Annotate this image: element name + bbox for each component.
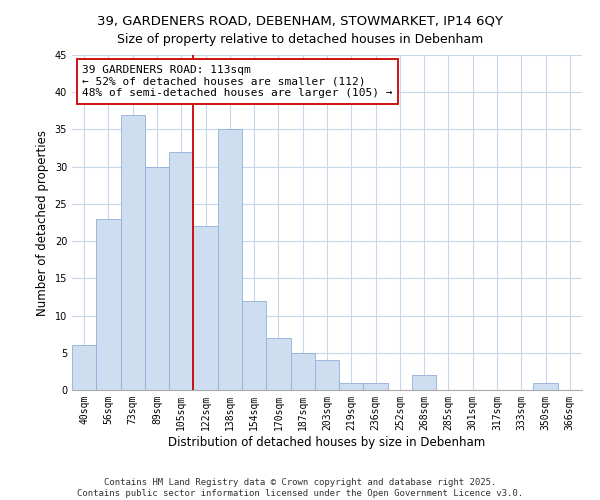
Bar — [218, 130, 242, 390]
Bar — [121, 114, 145, 390]
Text: Size of property relative to detached houses in Debenham: Size of property relative to detached ho… — [117, 32, 483, 46]
Bar — [169, 152, 193, 390]
Text: 39 GARDENERS ROAD: 113sqm
← 52% of detached houses are smaller (112)
48% of semi: 39 GARDENERS ROAD: 113sqm ← 52% of detac… — [82, 65, 392, 98]
Bar — [533, 382, 558, 390]
Bar — [242, 300, 266, 390]
Bar — [96, 219, 121, 390]
Bar — [339, 382, 364, 390]
Bar — [364, 382, 388, 390]
Bar — [266, 338, 290, 390]
Text: 39, GARDENERS ROAD, DEBENHAM, STOWMARKET, IP14 6QY: 39, GARDENERS ROAD, DEBENHAM, STOWMARKET… — [97, 15, 503, 28]
Bar — [315, 360, 339, 390]
Bar — [290, 353, 315, 390]
Bar — [145, 166, 169, 390]
Bar — [72, 346, 96, 390]
Text: Contains HM Land Registry data © Crown copyright and database right 2025.
Contai: Contains HM Land Registry data © Crown c… — [77, 478, 523, 498]
Y-axis label: Number of detached properties: Number of detached properties — [36, 130, 49, 316]
Bar — [193, 226, 218, 390]
Bar — [412, 375, 436, 390]
X-axis label: Distribution of detached houses by size in Debenham: Distribution of detached houses by size … — [169, 436, 485, 448]
